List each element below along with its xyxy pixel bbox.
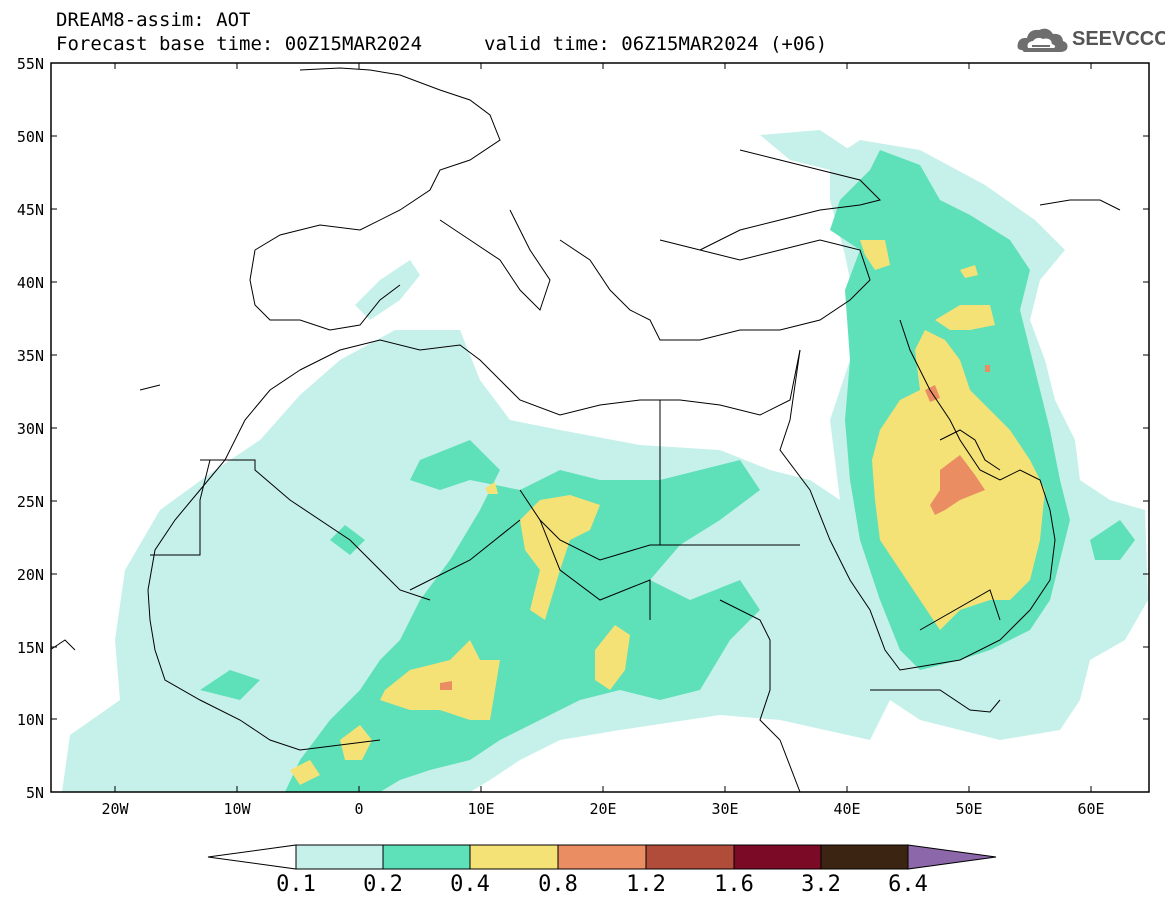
colorbar-segment-5 (645, 844, 735, 870)
colorbar-segment-4 (557, 844, 647, 870)
colorbar-label: 1.2 (626, 872, 666, 897)
colorbar-label: 0.8 (538, 872, 578, 897)
lon-label-0: 0 (354, 800, 364, 818)
lat-label-45n: 45N (16, 201, 44, 219)
map-title: DREAM8-assim: AOT (56, 9, 251, 31)
colorbar-segment-6 (733, 844, 822, 870)
aot-band-0-4 (290, 240, 1045, 785)
colorbar-segment-7 (820, 844, 909, 870)
lon-label-10e: 10E (467, 800, 495, 818)
axis-ticks (51, 63, 1149, 792)
lat-label-10n: 10N (16, 711, 44, 729)
coastlines (51, 67, 1121, 792)
cloud-logo-icon (1017, 28, 1068, 52)
lon-label-20e: 20E (589, 800, 617, 818)
lat-label-30n: 30N (16, 420, 44, 438)
colorbar-segment-above (907, 844, 997, 870)
lon-label-10w: 10W (223, 800, 251, 818)
colorbar-segment-below (207, 844, 297, 870)
logo-text: SEEVCCC (1072, 28, 1165, 50)
colorbar-label: 0.2 (363, 872, 403, 897)
lat-label-40n: 40N (16, 274, 44, 292)
lon-label-30e: 30E (711, 800, 739, 818)
seevccc-logo: SEEVCCC (1016, 22, 1165, 58)
colorbar-label: 1.6 (714, 872, 754, 897)
lon-label-40e: 40E (833, 800, 861, 818)
lat-label-55n: 55N (16, 55, 44, 73)
aot-band-0-8 (440, 365, 990, 690)
colorbar-segment-2 (382, 844, 471, 870)
colorbar-label: 0.4 (450, 872, 490, 897)
lat-label-15n: 15N (16, 639, 44, 657)
lon-label-60e: 60E (1077, 800, 1105, 818)
lon-label-50e: 50E (955, 800, 983, 818)
valid-time: valid time: 06Z15MAR2024 (+06) (484, 33, 828, 55)
colorbar-label: 3.2 (801, 872, 841, 897)
lat-label-5n: 5N (25, 784, 44, 802)
lon-label-20w: 20W (101, 800, 129, 818)
lat-label-20n: 20N (16, 566, 44, 584)
forecast-base-time: Forecast base time: 00Z15MAR2024 (56, 33, 423, 55)
lat-label-35n: 35N (16, 347, 44, 365)
colorbar-segment-1 (295, 844, 384, 870)
lat-label-50n: 50N (16, 128, 44, 146)
lat-label-25n: 25N (16, 493, 44, 511)
colorbar (207, 844, 997, 870)
colorbar-segment-3 (469, 844, 559, 870)
colorbar-label: 0.1 (276, 872, 316, 897)
colorbar-label: 6.4 (888, 872, 928, 897)
